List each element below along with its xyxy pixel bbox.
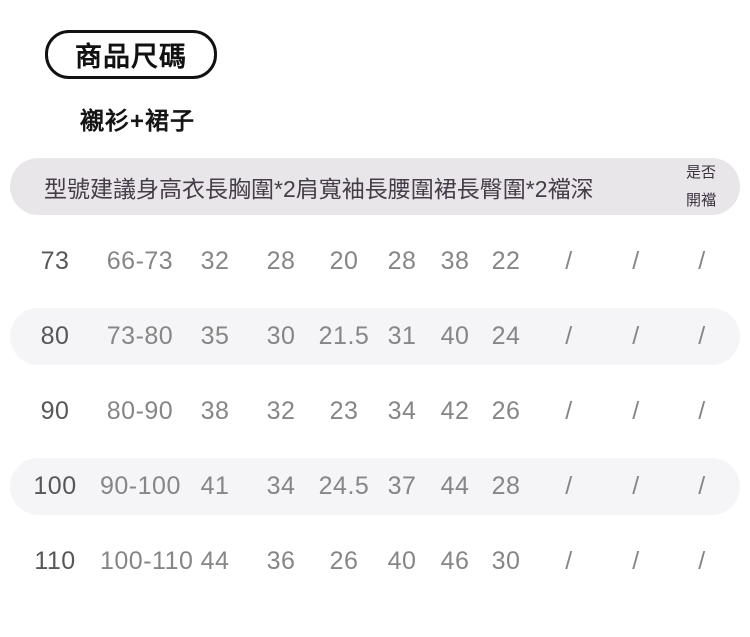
header-shoulder-width: 肩寬: [295, 175, 342, 202]
table-cell: 73-80: [106, 322, 174, 350]
table-cell: 44: [440, 472, 470, 500]
table-row: 90 80-90 38 32 23 34 42 26 / / /: [10, 383, 740, 440]
table-cell: 66-73: [106, 247, 174, 275]
table-cell: 100: [33, 472, 77, 500]
table-cell: 20: [329, 247, 359, 275]
table-cell: 21.5: [318, 322, 370, 350]
table-cell: /: [698, 397, 706, 425]
header-skirt-length: 裙長: [433, 175, 480, 202]
table-cell: 34: [387, 397, 417, 425]
table-cell: /: [632, 472, 640, 500]
table-cell: 32: [266, 397, 296, 425]
item-category-label: 襯衫+裙子: [80, 108, 196, 135]
page-title: 商品尺碼: [75, 42, 187, 72]
table-row: 73 66-73 32 28 20 28 38 22 / / /: [10, 233, 740, 290]
table-cell: /: [698, 322, 706, 350]
table-row: 80 73-80 35 30 21.5 31 40 24 / / /: [10, 308, 740, 365]
header-model: 型號: [44, 175, 90, 202]
table-cell: 100-110: [100, 547, 194, 575]
table-cell: 30: [491, 547, 521, 575]
table-cell: /: [698, 247, 706, 275]
table-cell: 73: [40, 247, 70, 275]
table-cell: /: [565, 397, 573, 425]
table-cell: 28: [387, 247, 417, 275]
table-cell: 46: [440, 547, 470, 575]
table-cell: 24: [491, 322, 521, 350]
table-cell: 80-90: [106, 397, 174, 425]
table-cell: /: [632, 397, 640, 425]
table-cell: 40: [387, 547, 417, 575]
table-cell: 40: [440, 322, 470, 350]
product-size-title-box: 商品尺碼: [45, 30, 217, 79]
table-cell: 26: [329, 547, 359, 575]
table-cell: 90: [40, 397, 70, 425]
table-cell: 30: [266, 322, 296, 350]
header-waist: 腰圍: [387, 175, 434, 202]
table-cell: /: [698, 547, 706, 575]
table-cell: 32: [200, 247, 230, 275]
table-cell: /: [698, 472, 706, 500]
header-hip: 臀圍*2: [479, 175, 548, 202]
header-open-crotch-line1: 是否: [685, 163, 716, 181]
table-cell: 37: [387, 472, 417, 500]
table-cell: 36: [266, 547, 296, 575]
header-chest: 胸圍*2: [228, 175, 296, 202]
table-cell: /: [565, 472, 573, 500]
table-cell: /: [632, 247, 640, 275]
table-row: 100 90-100 41 34 24.5 37 44 28 / / /: [10, 458, 740, 515]
table-cell: 26: [491, 397, 521, 425]
table-cell: 23: [329, 397, 359, 425]
table-cell: 42: [440, 397, 470, 425]
table-cell: 110: [34, 547, 76, 575]
table-row: 110 100-110 44 36 26 40 46 30 / / /: [10, 533, 740, 590]
table-cell: 28: [266, 247, 296, 275]
header-sleeve-length: 袖長: [341, 175, 388, 202]
table-cell: 38: [440, 247, 470, 275]
table-cell: /: [565, 322, 573, 350]
table-cell: 41: [200, 472, 230, 500]
table-cell: 90-100: [100, 472, 181, 500]
table-cell: 35: [200, 322, 230, 350]
table-cell: 44: [200, 547, 230, 575]
header-crotch-depth: 襠深: [547, 175, 594, 202]
header-open-crotch: 是否 開襠: [686, 159, 716, 215]
table-cell: 24.5: [318, 472, 370, 500]
table-cell: /: [632, 547, 640, 575]
table-cell: /: [632, 322, 640, 350]
table-cell: /: [565, 247, 573, 275]
table-cell: 22: [491, 247, 521, 275]
table-header-row: 型號 建議身高 衣長 胸圍*2 肩寬 袖長 腰圍 裙長 臀圍*2 襠深 是否 開…: [10, 158, 740, 215]
header-garment-length: 衣長: [182, 175, 228, 202]
table-cell: 28: [491, 472, 521, 500]
table-cell: 34: [266, 472, 296, 500]
table-cell: 80: [40, 322, 70, 350]
table-cell: /: [565, 547, 573, 575]
header-open-crotch-line2: 開襠: [685, 191, 716, 209]
table-cell: 38: [200, 397, 230, 425]
header-suggested-height: 建議身高: [90, 175, 182, 202]
table-cell: 31: [387, 322, 417, 350]
size-table: 型號 建議身高 衣長 胸圍*2 肩寬 袖長 腰圍 裙長 臀圍*2 襠深 是否 開…: [10, 158, 740, 608]
